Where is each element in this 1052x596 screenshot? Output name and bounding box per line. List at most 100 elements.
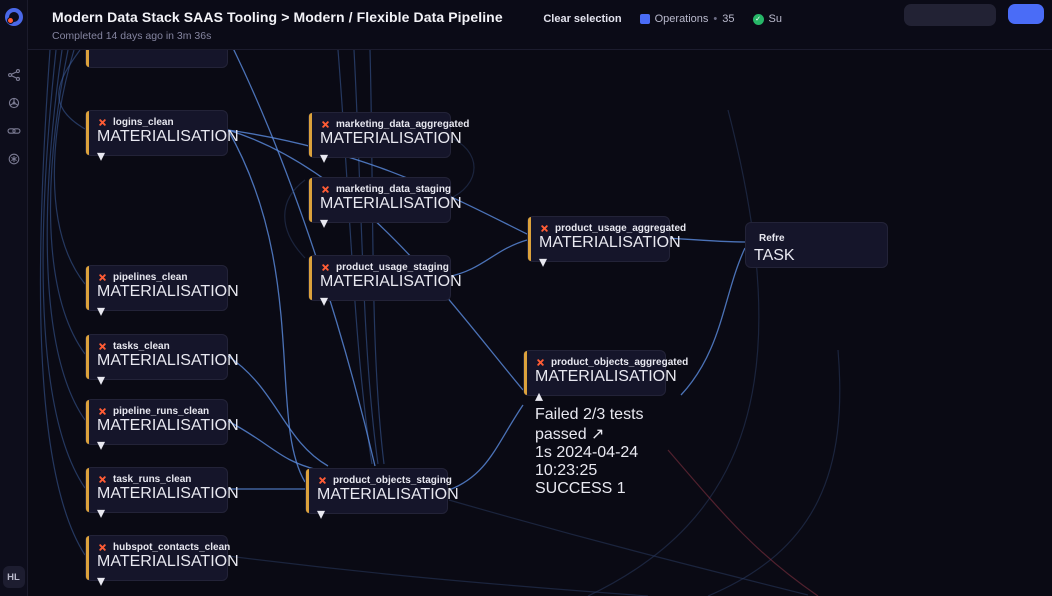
node-status-stripe: [86, 111, 89, 155]
materialisation-badge: MATERIALISATION: [97, 417, 239, 434]
node-label: tasks_clean: [113, 341, 170, 352]
top-header: Modern Data Stack SAAS Tooling > Modern …: [28, 0, 1052, 50]
chevron-down-icon[interactable]: ▾: [97, 437, 106, 454]
node-cutoff-top[interactable]: [85, 50, 228, 68]
external-link-icon: ↗: [591, 426, 605, 443]
chevron-down-icon[interactable]: ▾: [97, 372, 106, 389]
dbt-icon: [320, 262, 331, 273]
run-status-chip[interactable]: ✓ Su: [752, 13, 782, 25]
node-status-stripe: [86, 50, 89, 67]
node-product-usage-staging[interactable]: product_usage_staging MATERIALISATION ▾: [308, 255, 462, 310]
operations-chip[interactable]: Operations • 35: [639, 13, 735, 25]
materialisation-badge: MATERIALISATION: [320, 195, 462, 212]
node-status-text: Failed: [535, 406, 579, 423]
node-marketing-data-aggregated[interactable]: marketing_data_aggregated MATERIALISATIO…: [308, 112, 469, 167]
node-status-stripe: [86, 335, 89, 379]
dbt-icon: [535, 357, 546, 368]
node-status-stripe: [528, 217, 531, 261]
node-status-stripe: [86, 266, 89, 310]
check-circle-icon: ✓: [752, 13, 764, 25]
node-label: product_objects_staging: [333, 475, 452, 486]
materialisation-badge: MATERIALISATION: [97, 352, 239, 369]
operations-count: 35: [722, 13, 735, 25]
node-label: marketing_data_aggregated: [336, 119, 470, 130]
node-label: pipelines_clean: [113, 272, 188, 283]
chevron-down-icon[interactable]: ▾: [320, 150, 329, 167]
header-secondary-button[interactable]: [904, 4, 996, 26]
header-primary-button[interactable]: [1008, 4, 1044, 24]
materialisation-badge: MATERIALISATION: [320, 130, 462, 147]
helm-icon[interactable]: [7, 96, 21, 110]
pipeline-canvas[interactable]: logins_clean MATERIALISATION ▾ pipelines…: [28, 50, 1052, 596]
node-status-stripe: [524, 351, 527, 395]
node-message: SUCCESS 1: [535, 480, 626, 497]
page-subtitle: Completed 14 days ago in 3m 36s: [52, 30, 212, 42]
node-label: logins_clean: [113, 117, 174, 128]
chevron-up-icon[interactable]: ▴: [535, 388, 544, 405]
chevron-down-icon[interactable]: ▾: [97, 148, 106, 165]
node-label: task_runs_clean: [113, 474, 192, 485]
node-runtime-row: 1s 2024-04-24 10:23:25: [535, 444, 657, 480]
node-task-runs-clean[interactable]: task_runs_clean MATERIALISATION ▾: [85, 467, 239, 522]
node-tasks-clean[interactable]: tasks_clean MATERIALISATION ▾: [85, 334, 239, 389]
node-product-objects-aggregated-selected[interactable]: product_objects_aggregated MATERIALISATI…: [523, 350, 688, 497]
user-avatar[interactable]: HL: [2, 566, 25, 588]
dot-separator-icon: •: [713, 13, 718, 25]
node-hubspot-contacts-clean[interactable]: hubspot_contacts_clean MATERIALISATION ▾: [85, 535, 239, 590]
node-label: pipeline_runs_clean: [113, 406, 210, 417]
materialisation-badge: MATERIALISATION: [539, 234, 681, 251]
node-pipeline-runs-clean[interactable]: pipeline_runs_clean MATERIALISATION ▾: [85, 399, 239, 454]
chevron-down-icon[interactable]: ▾: [317, 506, 326, 523]
node-status-stripe: [86, 536, 89, 580]
page-title: Modern Data Stack SAAS Tooling > Modern …: [52, 9, 503, 25]
chevron-down-icon[interactable]: ▾: [97, 573, 106, 590]
left-sidebar: HL: [0, 0, 28, 596]
node-logins-clean[interactable]: logins_clean MATERIALISATION ▾: [85, 110, 239, 165]
dbt-icon: [97, 117, 108, 128]
lineage-graph-icon[interactable]: [7, 68, 21, 82]
materialisation-badge: MATERIALISATION: [97, 283, 239, 300]
dbt-icon: [97, 272, 108, 283]
dbt-icon: [320, 184, 331, 195]
materialisation-badge: MATERIALISATION: [97, 553, 239, 570]
chevron-down-icon[interactable]: ▾: [97, 303, 106, 320]
node-message-row: SUCCESS 1: [535, 480, 657, 498]
operations-label: Operations: [654, 13, 709, 25]
node-label: marketing_data_staging: [336, 184, 452, 195]
node-status-row: Failed 2/3 tests passed ↗: [535, 406, 657, 444]
node-label: product_usage_aggregated: [555, 223, 687, 234]
node-pipelines-clean[interactable]: pipelines_clean MATERIALISATION ▾: [85, 265, 239, 320]
clear-selection-button[interactable]: Clear selection: [543, 13, 622, 25]
materialisation-badge: MATERIALISATION: [97, 128, 239, 145]
logo-dot: [6, 17, 14, 24]
operations-icon: [639, 14, 650, 24]
node-status-stripe: [309, 178, 312, 222]
node-status-stripe: [309, 256, 312, 300]
node-label: product_objects_aggregated: [551, 357, 689, 368]
node-marketing-data-staging[interactable]: marketing_data_staging MATERIALISATION ▾: [308, 177, 462, 232]
materialisation-badge: MATERIALISATION: [97, 485, 239, 502]
chevron-down-icon[interactable]: ▾: [539, 254, 548, 271]
tests-summary-link[interactable]: 2/3 tests passed ↗: [535, 406, 644, 443]
node-status-stripe: [86, 468, 89, 512]
node-status-stripe: [306, 469, 309, 513]
chevron-down-icon[interactable]: ▾: [97, 505, 106, 522]
node-product-objects-staging[interactable]: product_objects_staging MATERIALISATION …: [305, 468, 459, 523]
node-product-usage-aggregated[interactable]: product_usage_aggregated MATERIALISATION…: [527, 216, 686, 271]
chevron-down-icon[interactable]: ▾: [320, 293, 329, 310]
node-refresh-task[interactable]: Refre TASK: [745, 222, 888, 268]
chevron-down-icon[interactable]: ▾: [320, 215, 329, 232]
dbt-icon: [320, 119, 331, 130]
node-label: Refre: [759, 232, 785, 244]
task-badge: TASK: [754, 247, 795, 264]
dbt-icon: [97, 474, 108, 485]
dbt-icon: [97, 406, 108, 417]
node-label: hubspot_contacts_clean: [113, 542, 231, 553]
node-status-stripe: [86, 400, 89, 444]
node-status-stripe: [309, 113, 312, 157]
dbt-icon: [97, 341, 108, 352]
dbt-icon: [539, 223, 550, 234]
app-logo[interactable]: [4, 8, 23, 26]
link-icon[interactable]: [6, 124, 21, 138]
asterisk-icon[interactable]: [7, 152, 21, 166]
